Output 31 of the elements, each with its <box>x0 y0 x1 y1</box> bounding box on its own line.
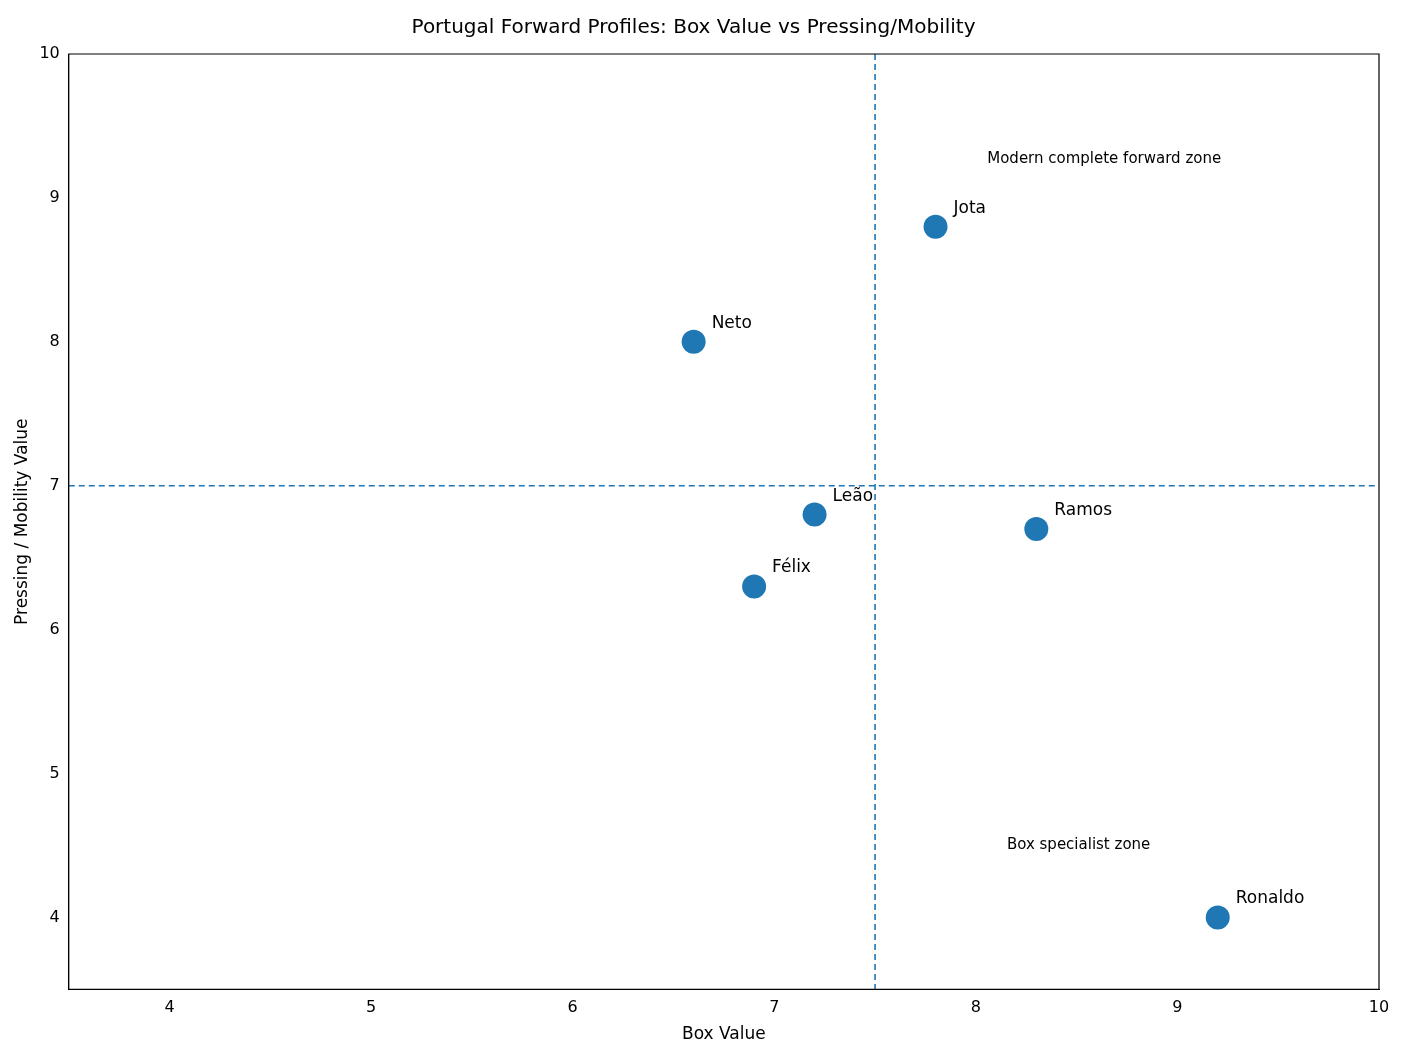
y-tick-label: 6 <box>49 618 60 638</box>
x-tick-label: 4 <box>164 997 175 1017</box>
point <box>923 214 948 239</box>
point <box>1205 905 1230 930</box>
annotation: Neto <box>711 311 752 332</box>
y-tick-label: 9 <box>49 187 60 207</box>
annotation: Ramos <box>1054 498 1113 519</box>
y-tick-label: 7 <box>49 474 60 494</box>
point <box>742 574 767 599</box>
annotation: Jota <box>952 196 987 217</box>
y-tick-label: 4 <box>49 906 60 926</box>
x-axis-title: Box Value <box>682 1023 766 1044</box>
point <box>1024 516 1049 541</box>
y-tick-label: 10 <box>39 43 60 63</box>
x-tick-label: 8 <box>970 997 981 1017</box>
x-tick-label: 7 <box>769 997 780 1017</box>
annotation: Leão <box>832 484 874 505</box>
annotation: Félix <box>772 556 811 577</box>
x-tick-label: 5 <box>366 997 377 1017</box>
y-axis-title: Pressing / Mobility Value <box>10 418 31 625</box>
y-tick-label: 5 <box>49 762 60 782</box>
annotation: Ronaldo <box>1235 887 1305 908</box>
x-tick-label: 6 <box>567 997 578 1017</box>
x-tick-label: 10 <box>1368 997 1390 1017</box>
point <box>681 329 706 354</box>
y-tick-label: 8 <box>49 330 60 350</box>
annotation: Box specialist zone <box>1006 835 1151 854</box>
point <box>802 502 827 527</box>
annotation: Modern complete forward zone <box>987 148 1222 167</box>
chart-title: Portugal Forward Profiles: Box Value vs Pressing/Mobility <box>411 14 976 39</box>
x-tick-label: 9 <box>1172 997 1183 1017</box>
